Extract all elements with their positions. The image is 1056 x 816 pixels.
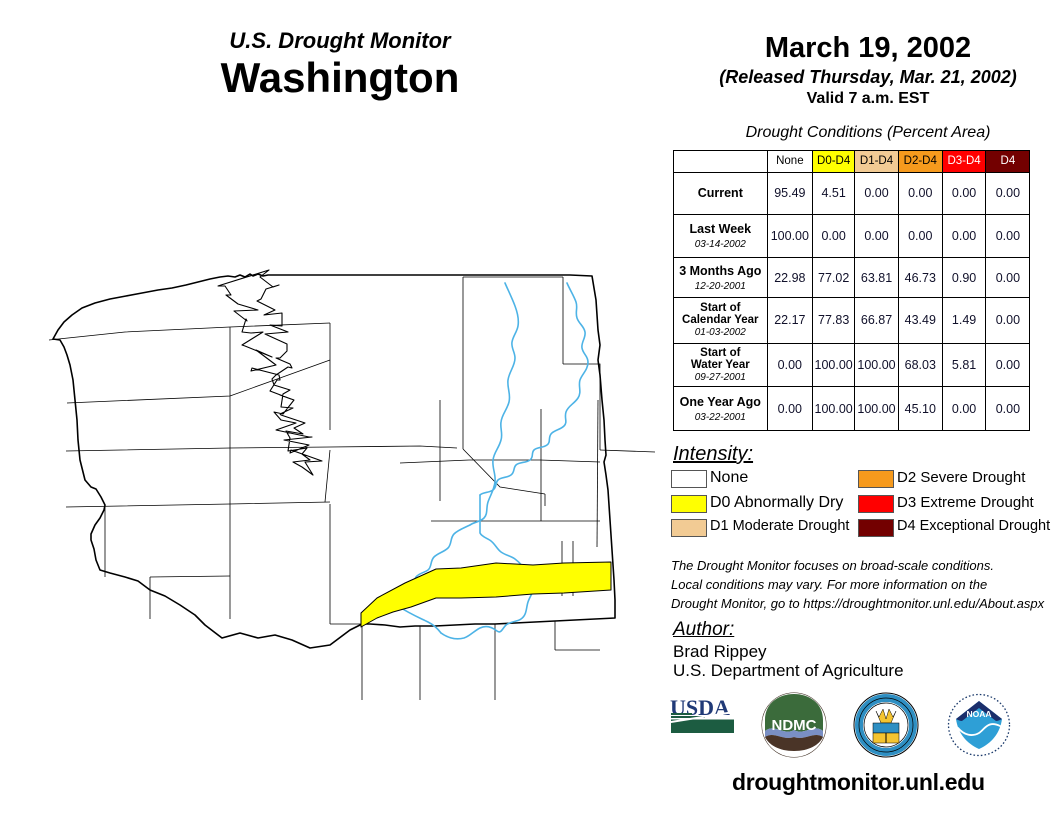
svg-text:NOAA: NOAA [966, 709, 991, 719]
svg-text:NDMC: NDMC [772, 717, 817, 734]
